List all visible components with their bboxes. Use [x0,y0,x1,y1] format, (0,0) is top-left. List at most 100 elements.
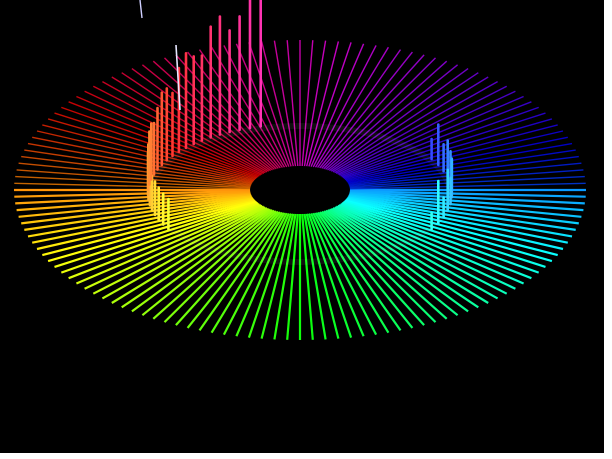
spectrum-spoke [121,207,270,309]
spectrum-spoke [349,182,586,190]
spectrum-spoke [316,211,402,332]
spectrum-spoke [310,212,365,337]
spectrum-spoke [111,76,268,173]
spectrum-spoke [305,213,340,339]
spectrum-spoke [328,68,469,172]
peak-group [139,0,454,231]
spectrum-spoke [131,208,272,313]
spectrum-spoke [31,197,254,244]
spectrum-spoke [18,162,251,187]
spectrum-spoke [340,101,532,177]
spectrum-spoke [349,169,584,188]
spectrum-spoke [338,203,525,285]
spectrum-spoke [18,193,251,218]
spectrum-spoke [75,203,262,285]
spectrum-spoke [321,54,425,169]
white-needle [139,0,143,19]
spectrum-spoke [16,169,251,188]
spectrum-spoke [348,149,576,185]
spectrum-spoke [340,203,532,280]
spectrum-spoke [349,190,586,198]
spectrum-spoke [301,213,314,340]
background [0,0,604,453]
spectrum-spoke [36,130,255,182]
spectrum-spoke [15,175,251,189]
spectrum-spoke [111,207,268,304]
white-needle [175,44,181,111]
radial-spectrum-visualization [0,0,604,453]
spectrum-spoke [345,198,564,251]
spectrum-spoke [175,210,280,326]
spectrum-spoke [286,40,299,167]
spectrum-spoke [152,209,276,320]
spectrum-spoke [84,204,263,290]
spectrum-spoke [330,72,479,172]
spectrum-spoke [349,162,582,187]
spectrum-spoke [335,205,508,295]
spectrum-spoke [260,41,294,167]
spectrum-spoke [152,60,275,170]
spectrum-spoke [346,197,569,244]
spectrum-spoke [273,213,297,340]
spectrum-spoke [21,155,252,186]
spectrum-spoke [347,142,573,184]
spectrum-spoke [343,200,553,263]
spectrum-spoke [286,213,299,340]
spectrum-spoke [349,191,585,205]
spectrum-spoke [324,209,448,320]
spectrum-spoke [210,212,286,334]
spectrum-spoke [36,198,255,251]
spectrum-spoke [141,64,273,171]
spectrum-spoke [248,42,292,167]
spectrum-spoke [301,40,314,167]
spectrum-spoke [314,46,389,168]
spectrum-spoke [308,42,352,167]
spectrum-spoke [326,209,459,317]
spectrum-spoke [348,195,576,231]
spectrum-spoke [334,80,498,174]
center-hole [254,168,346,212]
spectrum-spoke [312,212,378,336]
spectrum-spoke [332,76,489,173]
spectrum-spoke [342,201,546,268]
spectrum-spoke [319,51,413,169]
spectrum-spoke [348,155,579,186]
spectrum-spoke [325,60,448,170]
spectrum-spoke [186,211,282,329]
spectrum-spoke [21,194,252,225]
spectrum-spoke [330,207,479,309]
spectrum-spoke [60,202,259,274]
spectrum-spoke [235,43,290,167]
spectrum-spoke [310,43,365,167]
spectrum-spoke [327,64,459,171]
spectrum-spoke [24,149,252,185]
spectrum-spoke [314,212,390,334]
spectrum-spoke [328,208,469,313]
spectrum-spoke [332,207,489,304]
spectrum-spoke [16,192,251,212]
spectrum-spoke [235,212,290,337]
spectrum-spoke [349,193,582,218]
spectrum-spoke [92,205,265,295]
spectrum-spoke [317,49,402,168]
spectrum-spoke [42,199,256,257]
spectrum-spoke [303,40,327,167]
spectrum-spoke [338,95,524,176]
spectrum-spoke [348,194,579,225]
spectrum-spoke [198,49,283,168]
spectrum-spoke [260,213,295,339]
spectrum-spoke [312,45,377,168]
spectrum-spoke [101,206,266,300]
spectrum-spoke [335,85,508,175]
spectrum-spoke [341,202,540,274]
spectrum-spoke [341,106,539,178]
spectrum-spoke [303,213,327,340]
spectrum-spoke [320,210,425,326]
spectrum-spoke [222,212,288,336]
spectrum-spoke [349,175,585,189]
spectrum-spoke [322,210,437,323]
spectrum-spoke [141,209,274,317]
spectrum-spoke [61,106,259,178]
spectrum-spoke [323,57,436,170]
